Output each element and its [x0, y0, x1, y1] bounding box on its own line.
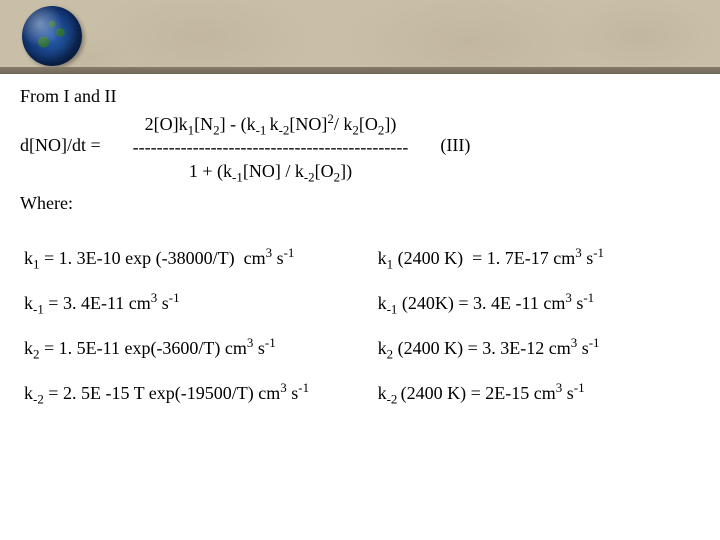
equation-divider: ----------------------------------------… — [133, 136, 409, 159]
table-row: k2 = 1. 5E-11 exp(-3600/T) cm3 s-1 k2 (2… — [20, 326, 700, 371]
table-row: k1 = 1. 3E-10 exp (-38000/T) cm3 s-1 k1 … — [20, 236, 700, 281]
equation-fraction: 2[O]k1[N2] - (k-1 k-2[NO]2/ k2[O2]) ----… — [133, 113, 409, 183]
rc-left: k-2 = 2. 5E -15 T exp(-19500/T) cm3 s-1 — [20, 371, 374, 416]
slide-content: From I and II d[NO]/dt = 2[O]k1[N2] - (k… — [0, 74, 720, 416]
equation-tag: (III) — [440, 113, 470, 156]
equation-numerator: 2[O]k1[N2] - (k-1 k-2[NO]2/ k2[O2]) — [133, 113, 409, 136]
rc-right: k1 (2400 K) = 1. 7E-17 cm3 s-1 — [374, 236, 700, 281]
rc-left: k1 = 1. 3E-10 exp (-38000/T) cm3 s-1 — [20, 236, 374, 281]
rate-constant-table: k1 = 1. 3E-10 exp (-38000/T) cm3 s-1 k1 … — [20, 236, 700, 416]
globe-icon — [22, 6, 82, 66]
rc-left: k-1 = 3. 4E-11 cm3 s-1 — [20, 281, 374, 326]
equation-lhs: d[NO]/dt = — [20, 113, 101, 156]
rc-left: k2 = 1. 5E-11 exp(-3600/T) cm3 s-1 — [20, 326, 374, 371]
header-banner — [0, 0, 720, 74]
intro-text: From I and II — [20, 86, 700, 107]
rc-right: k-1 (240K) = 3. 4E -11 cm3 s-1 — [374, 281, 700, 326]
equation-block: d[NO]/dt = 2[O]k1[N2] - (k-1 k-2[NO]2/ k… — [20, 113, 700, 183]
rc-right: k2 (2400 K) = 3. 3E-12 cm3 s-1 — [374, 326, 700, 371]
equation-denominator: 1 + (k-1[NO] / k-2[O2]) — [133, 160, 409, 183]
table-row: k-1 = 3. 4E-11 cm3 s-1 k-1 (240K) = 3. 4… — [20, 281, 700, 326]
rc-right: k-2 (2400 K) = 2E-15 cm3 s-1 — [374, 371, 700, 416]
table-row: k-2 = 2. 5E -15 T exp(-19500/T) cm3 s-1 … — [20, 371, 700, 416]
where-label: Where: — [20, 193, 700, 214]
